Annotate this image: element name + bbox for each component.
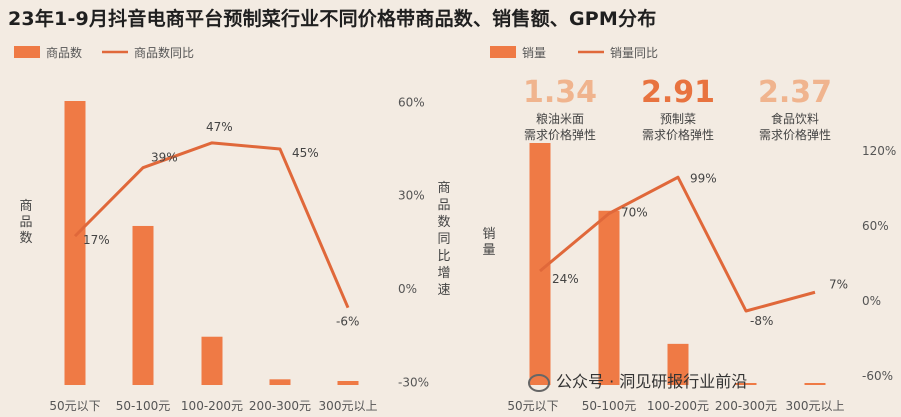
p2-elasticity-caption: 需求价格弹性 bbox=[642, 127, 714, 142]
p2-legend-bar-label: 销量 bbox=[522, 46, 546, 60]
p1-left-axis-label-char: 品 bbox=[19, 215, 32, 230]
p2-data-label: -8% bbox=[750, 314, 773, 328]
p1-category-label: 300元以上 bbox=[319, 399, 378, 413]
p2-elasticity-category: 预制菜 bbox=[660, 112, 696, 126]
p1-category-label: 100-200元 bbox=[181, 399, 243, 413]
p1-right-tick-label: 0% bbox=[398, 282, 417, 296]
p2-left-axis-label-char: 销 bbox=[482, 227, 495, 242]
p1-left-axis-label-char: 数 bbox=[19, 231, 32, 246]
watermark-text: 公众号 · 洞见研报行业前沿 bbox=[528, 368, 747, 392]
p1-bar bbox=[269, 379, 291, 385]
p2-right-tick-label: -60% bbox=[862, 369, 893, 383]
p1-right-axis-label-char: 数 bbox=[437, 215, 450, 230]
p2-category-label: 50-100元 bbox=[582, 399, 637, 413]
p1-bar bbox=[132, 225, 154, 385]
p2-elasticity-category: 食品饮料 bbox=[771, 111, 819, 126]
p2-right-tick-label: 60% bbox=[862, 219, 889, 233]
p1-left-axis-label-char: 商 bbox=[19, 199, 32, 214]
p1-data-label: 39% bbox=[151, 151, 178, 165]
p2-bar bbox=[529, 143, 551, 385]
p2-right-tick-label: 120% bbox=[862, 144, 896, 158]
p2-right-tick-label: 0% bbox=[862, 294, 881, 308]
p2-data-label: 99% bbox=[690, 171, 717, 185]
p2-elasticity-caption: 需求价格弹性 bbox=[524, 127, 596, 142]
p1-right-axis-label-char: 比 bbox=[437, 249, 450, 264]
p2-category-label: 200-300元 bbox=[715, 399, 777, 413]
p1-data-label: 47% bbox=[206, 120, 233, 134]
p1-right-axis-label-char: 速 bbox=[437, 283, 450, 298]
p1-bar bbox=[337, 381, 359, 385]
p2-bar bbox=[735, 383, 757, 385]
p1-right-axis-label-char: 增 bbox=[437, 266, 450, 281]
p1-data-label: -6% bbox=[336, 315, 359, 329]
p2-series-line bbox=[539, 175, 816, 313]
p1-right-tick-label: 60% bbox=[398, 95, 425, 109]
p2-elasticity-value: 1.34 bbox=[523, 75, 597, 110]
p2-elasticity-caption: 需求价格弹性 bbox=[759, 127, 831, 142]
p2-bar bbox=[667, 343, 689, 385]
p1-series-line bbox=[73, 141, 350, 309]
p2-data-label: 7% bbox=[829, 277, 848, 291]
watermark-label: 公众号 · 洞见研报行业前沿 bbox=[556, 372, 748, 391]
p2-legend-bar-swatch bbox=[490, 46, 516, 58]
p1-bar bbox=[64, 101, 86, 385]
p2-bar bbox=[598, 210, 620, 385]
p2-left-axis-label-char: 量 bbox=[482, 243, 495, 258]
p1-right-axis-label-char: 品 bbox=[437, 198, 450, 213]
p1-legend-line-label: 商品数同比 bbox=[134, 45, 194, 60]
p1-legend-bar-label: 商品数 bbox=[46, 45, 82, 60]
p1-right-tick-label: 30% bbox=[398, 189, 425, 203]
p1-right-axis-label-char: 商 bbox=[437, 181, 450, 196]
p1-data-label: 17% bbox=[83, 233, 110, 247]
p2-elasticity-value: 2.37 bbox=[758, 75, 832, 110]
p1-bar bbox=[201, 336, 223, 385]
p1-category-label: 200-300元 bbox=[249, 399, 311, 413]
p1-data-label: 45% bbox=[292, 146, 319, 160]
p2-elasticity-category: 粮油米面 bbox=[536, 111, 584, 126]
p1-right-tick-label: -30% bbox=[398, 375, 429, 389]
p1-right-axis-label-char: 同 bbox=[437, 232, 450, 247]
p2-category-label: 50元以下 bbox=[507, 399, 558, 413]
p2-category-label: 100-200元 bbox=[647, 399, 709, 413]
p2-data-label: 24% bbox=[552, 272, 579, 286]
p2-category-label: 300元以上 bbox=[786, 399, 845, 413]
p2-data-label: 70% bbox=[621, 206, 648, 220]
page-title: 23年1-9月抖音电商平台预制菜行业不同价格带商品数、销售额、GPM分布 bbox=[8, 8, 657, 30]
p2-bar bbox=[804, 383, 826, 385]
wechat-icon bbox=[528, 373, 550, 392]
p1-category-label: 50-100元 bbox=[116, 399, 171, 413]
p1-category-label: 50元以下 bbox=[49, 399, 100, 413]
p2-elasticity-value: 2.91 bbox=[641, 75, 715, 110]
p2-legend-line-label: 销量同比 bbox=[610, 46, 658, 60]
p1-legend-bar-swatch bbox=[14, 46, 40, 58]
